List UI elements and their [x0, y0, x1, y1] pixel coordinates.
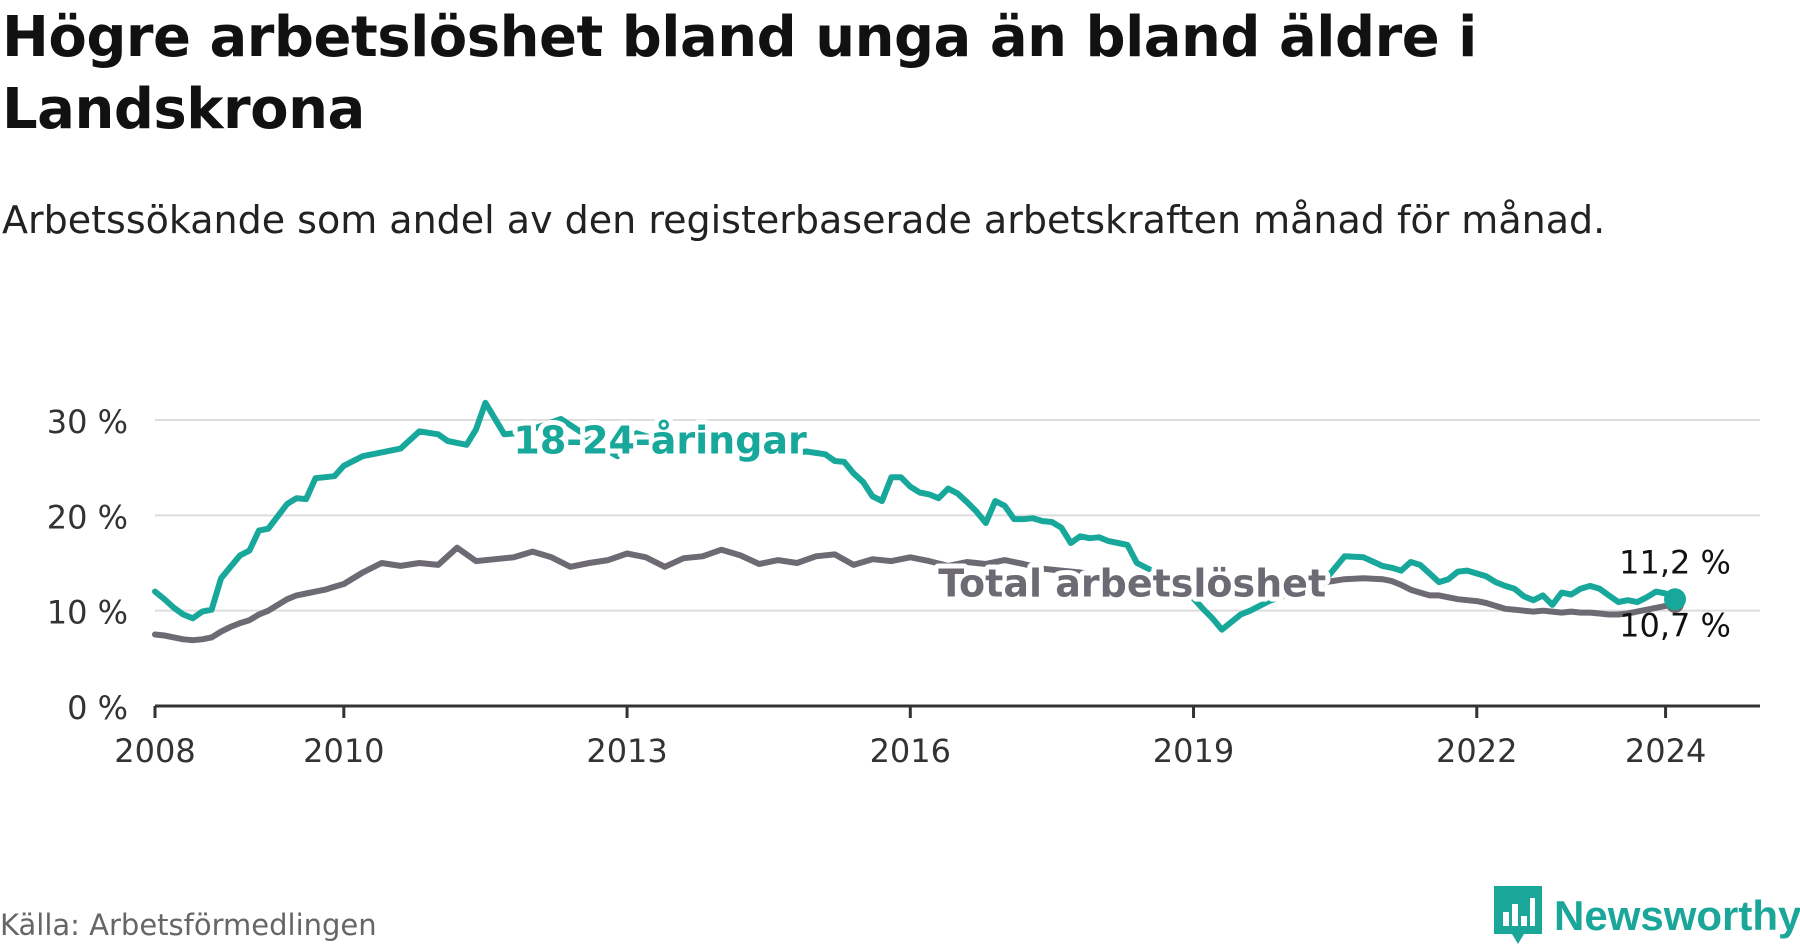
y-tick-label: 10 %: [47, 594, 128, 632]
end-label-total: 10,7 %: [1619, 606, 1731, 644]
brand-logo: Newsworthy: [1494, 886, 1800, 946]
x-axis: 2008 2010 2013 2016 2019 2022 2024: [114, 706, 1706, 770]
brand-name: Newsworthy: [1554, 892, 1800, 939]
x-tick-label: 2010: [303, 732, 384, 770]
x-tick-label: 2016: [870, 732, 951, 770]
series-line-youth: [152, 399, 1678, 633]
y-tick-label: 20 %: [47, 498, 128, 536]
end-label-youth: 11,2 %: [1619, 543, 1731, 581]
series-lines: [152, 399, 1687, 644]
x-tick-label: 2019: [1153, 732, 1234, 770]
chart-title: Högre arbetslöshet bland unga än bland ä…: [2, 5, 1477, 142]
x-tick-label: 2024: [1625, 732, 1706, 770]
x-tick-label: 2013: [586, 732, 667, 770]
y-axis: 0 % 10 % 20 % 30 %: [47, 403, 128, 727]
y-tick-label: 0 %: [67, 689, 128, 727]
end-point-youth: [1664, 588, 1687, 611]
series-labels: 18-24-åringar Total arbetslöshet 11,2 % 10,…: [508, 413, 1731, 644]
series-label-total: Total arbetslöshet: [938, 561, 1326, 605]
source-note: Källa: Arbetsförmedlingen: [0, 908, 377, 942]
x-tick-label: 2022: [1436, 732, 1517, 770]
x-tick-label: 2008: [114, 732, 195, 770]
series-line-total: [152, 544, 1678, 644]
newsworthy-logo-icon: [1494, 886, 1542, 944]
y-tick-label: 30 %: [47, 403, 128, 441]
series-label-youth: 18-24-åringar: [513, 418, 807, 462]
chart-subtitle: Arbetssökande som andel av den registerb…: [2, 198, 1606, 242]
gridlines: [155, 419, 1760, 612]
